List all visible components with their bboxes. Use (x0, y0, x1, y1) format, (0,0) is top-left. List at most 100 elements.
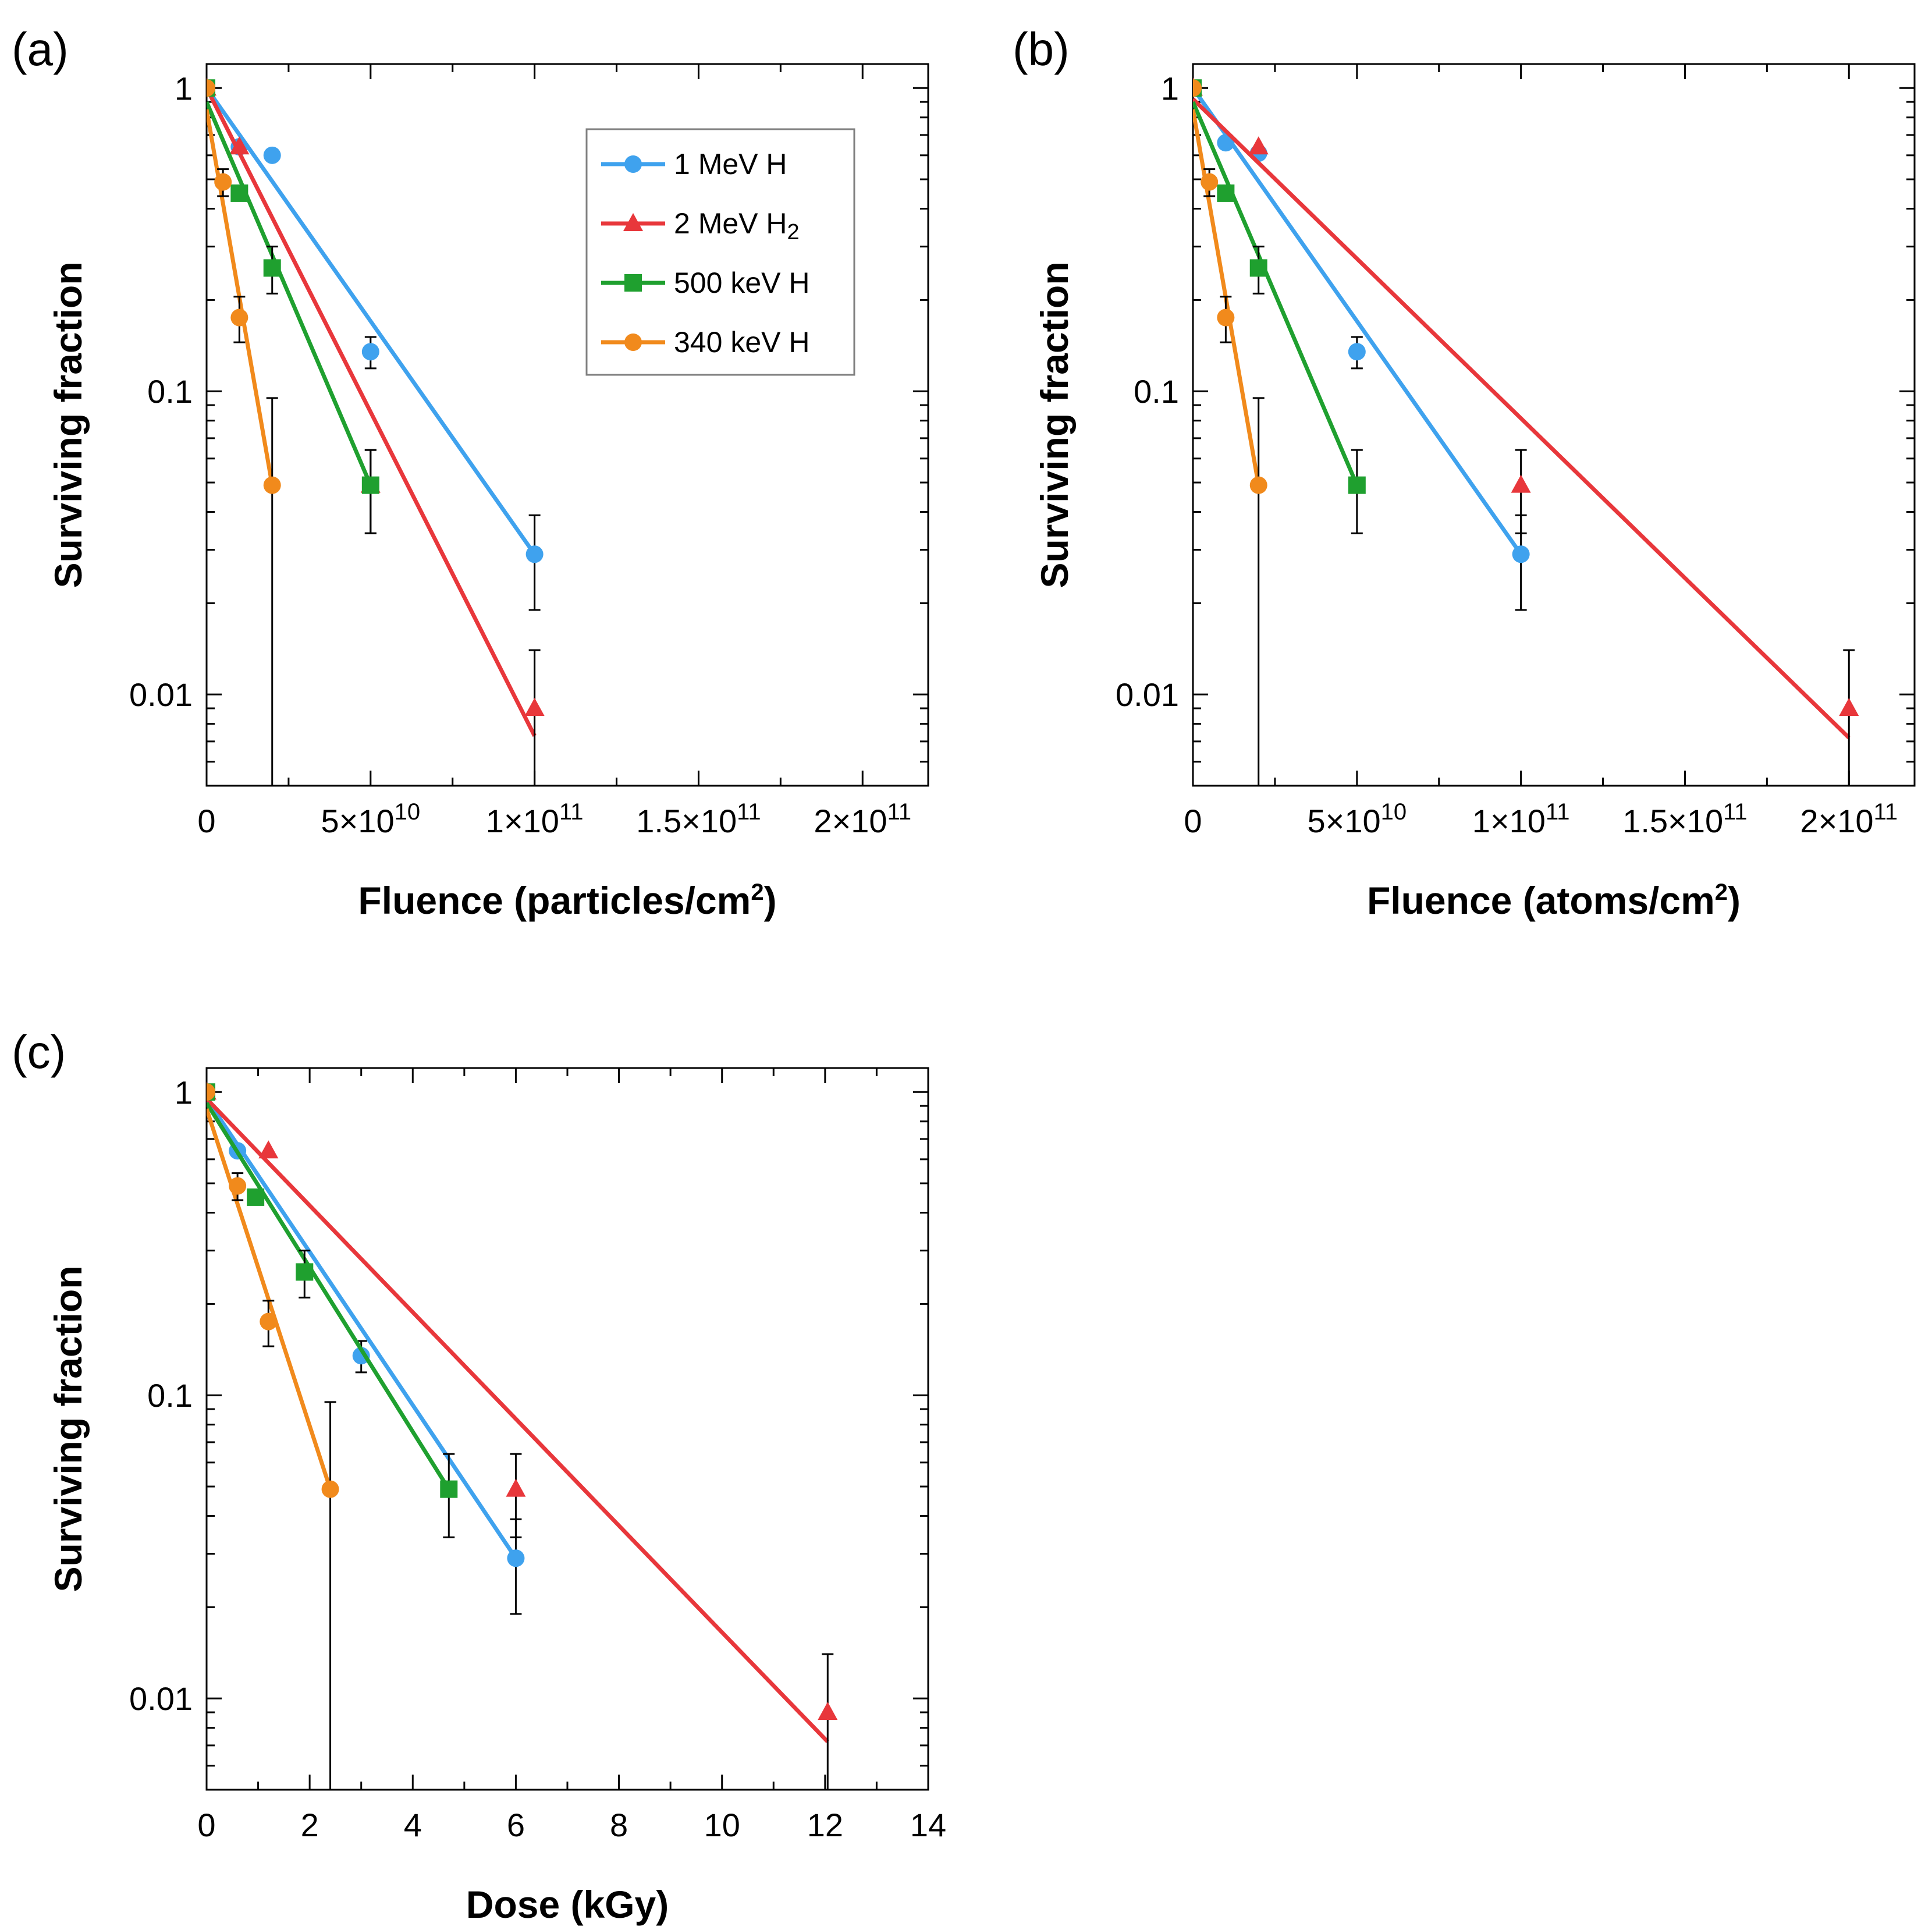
x-tick-mantissa: 0 (197, 1807, 215, 1843)
data-point (1348, 343, 1366, 361)
data-point (263, 259, 281, 277)
series-1 (207, 77, 545, 786)
x-tick-label: 0 (1184, 803, 1202, 839)
legend-label: 2 MeV H2 (674, 207, 800, 244)
x-tick-mantissa: 2×10 (1800, 803, 1873, 839)
data-point (230, 184, 248, 202)
y-tick-label: 0.1 (147, 373, 193, 410)
legend-label: 1 MeV H (674, 148, 787, 180)
x-tick-mantissa: 1×10 (486, 803, 559, 839)
x-tick-mantissa: 1.5×10 (1622, 803, 1723, 839)
legend-marker (624, 274, 642, 292)
x-axis-title-main: Fluence (particles/cm (358, 879, 751, 922)
y-tick-label: 0.01 (129, 1680, 193, 1717)
series-2 (207, 79, 379, 534)
data-point (260, 1312, 278, 1331)
fit-line (207, 1102, 451, 1491)
x-tick-label: 4 (404, 1807, 422, 1843)
data-point (1249, 259, 1267, 277)
data-point (440, 1480, 458, 1498)
data-point (207, 79, 215, 97)
x-axis-title-end: ) (1728, 879, 1741, 922)
legend-label-main: 340 keV H (674, 326, 809, 359)
data-point (506, 1478, 526, 1497)
y-tick-label: 1 (1161, 70, 1179, 107)
x-axis-title-sup: 2 (751, 879, 763, 905)
fit-line (1193, 101, 1359, 486)
data-point (1201, 173, 1219, 191)
data-point (1348, 476, 1366, 494)
x-axis-title-end: ) (764, 879, 777, 922)
y-tick-label: 0.1 (1134, 373, 1179, 410)
x-tick-mantissa: 10 (704, 1807, 740, 1843)
x-tick-exponent: 10 (1381, 799, 1407, 825)
plot-frame (205, 1067, 929, 1791)
y-tick-label: 0.01 (1116, 676, 1179, 713)
x-tick-label: 14 (910, 1807, 946, 1843)
series-3 (1193, 79, 1267, 786)
fit-line (207, 1097, 829, 1743)
legend: 1 MeV H 2 MeV H2 500 keV H 340 keV H (585, 128, 855, 376)
x-axis-title: Fluence (atoms/cm2) (1367, 879, 1741, 922)
fit-line (1193, 87, 1523, 556)
x-tick-mantissa: 0 (197, 803, 215, 839)
x-tick-exponent: 11 (559, 799, 584, 825)
x-axis-title-main: Fluence (atoms/cm (1367, 879, 1715, 922)
x-tick-mantissa: 5×10 (1307, 803, 1380, 839)
data-point (214, 173, 232, 191)
x-tick-mantissa: 6 (507, 1807, 525, 1843)
data-point (229, 1177, 247, 1195)
data-point (229, 136, 250, 155)
x-tick-label: 0 (197, 1807, 215, 1843)
legend-marker (624, 155, 642, 173)
fit-line (207, 87, 537, 556)
data-point (361, 476, 379, 494)
x-axis-title: Dose (kGy) (466, 1883, 669, 1926)
data-point (263, 476, 281, 494)
data-point (321, 1480, 339, 1498)
data-point (361, 343, 379, 361)
plot-frame (1192, 63, 1916, 787)
series-3 (207, 79, 281, 786)
x-axis-title: Fluence (particles/cm2) (358, 879, 776, 922)
legend-label-main: 2 MeV H (674, 207, 787, 240)
series-2 (207, 1083, 458, 1538)
x-tick-mantissa: 12 (807, 1807, 843, 1843)
y-tick-label: 1 (175, 70, 193, 107)
x-tick-mantissa: 0 (1184, 803, 1202, 839)
x-tick-label: 2×1011 (1800, 799, 1898, 839)
x-tick-label: 5×1010 (321, 799, 420, 839)
x-tick-label: 1.5×1011 (1622, 799, 1747, 839)
legend-label-main: 500 keV H (674, 267, 809, 299)
panel-label: (a) (12, 23, 69, 75)
chart-panel-2: (c) 1 0.1 0.01 0 2 4 6 8 10 12 14 Dose (kGy) Survivin… (12, 1026, 946, 1926)
x-tick-label: 6 (507, 1807, 525, 1843)
series-1 (1193, 77, 1859, 786)
x-axis-title-sup: 2 (1715, 879, 1728, 905)
fit-line (207, 1097, 518, 1560)
series-3 (207, 1083, 339, 1790)
fit-line (207, 1108, 332, 1490)
x-tick-exponent: 11 (1874, 799, 1898, 825)
chart-panel-1: (b)10.10.010 5×1010 1×1011 1.5×1011 2×1011Fl… (1013, 23, 1916, 922)
x-tick-label: 2 (301, 1807, 319, 1843)
x-tick-mantissa: 2 (301, 1807, 319, 1843)
fit-line (207, 87, 537, 737)
legend-marker (623, 213, 643, 231)
y-tick-label: 1 (175, 1074, 193, 1111)
x-tick-label: 5×1010 (1307, 799, 1407, 839)
legend-marker (624, 334, 642, 351)
data-point (230, 308, 248, 327)
x-tick-mantissa: 14 (910, 1807, 946, 1843)
plot-frame (205, 63, 929, 787)
fit-line (207, 101, 373, 486)
data-point (507, 1549, 525, 1567)
x-tick-mantissa: 8 (610, 1807, 628, 1843)
x-tick-mantissa: 2×10 (814, 803, 887, 839)
x-tick-label: 1×1011 (1472, 799, 1570, 839)
data-point (1839, 698, 1859, 716)
data-point (258, 1140, 279, 1159)
x-tick-label: 1×1011 (486, 799, 584, 839)
legend-label: 340 keV H (674, 326, 809, 359)
